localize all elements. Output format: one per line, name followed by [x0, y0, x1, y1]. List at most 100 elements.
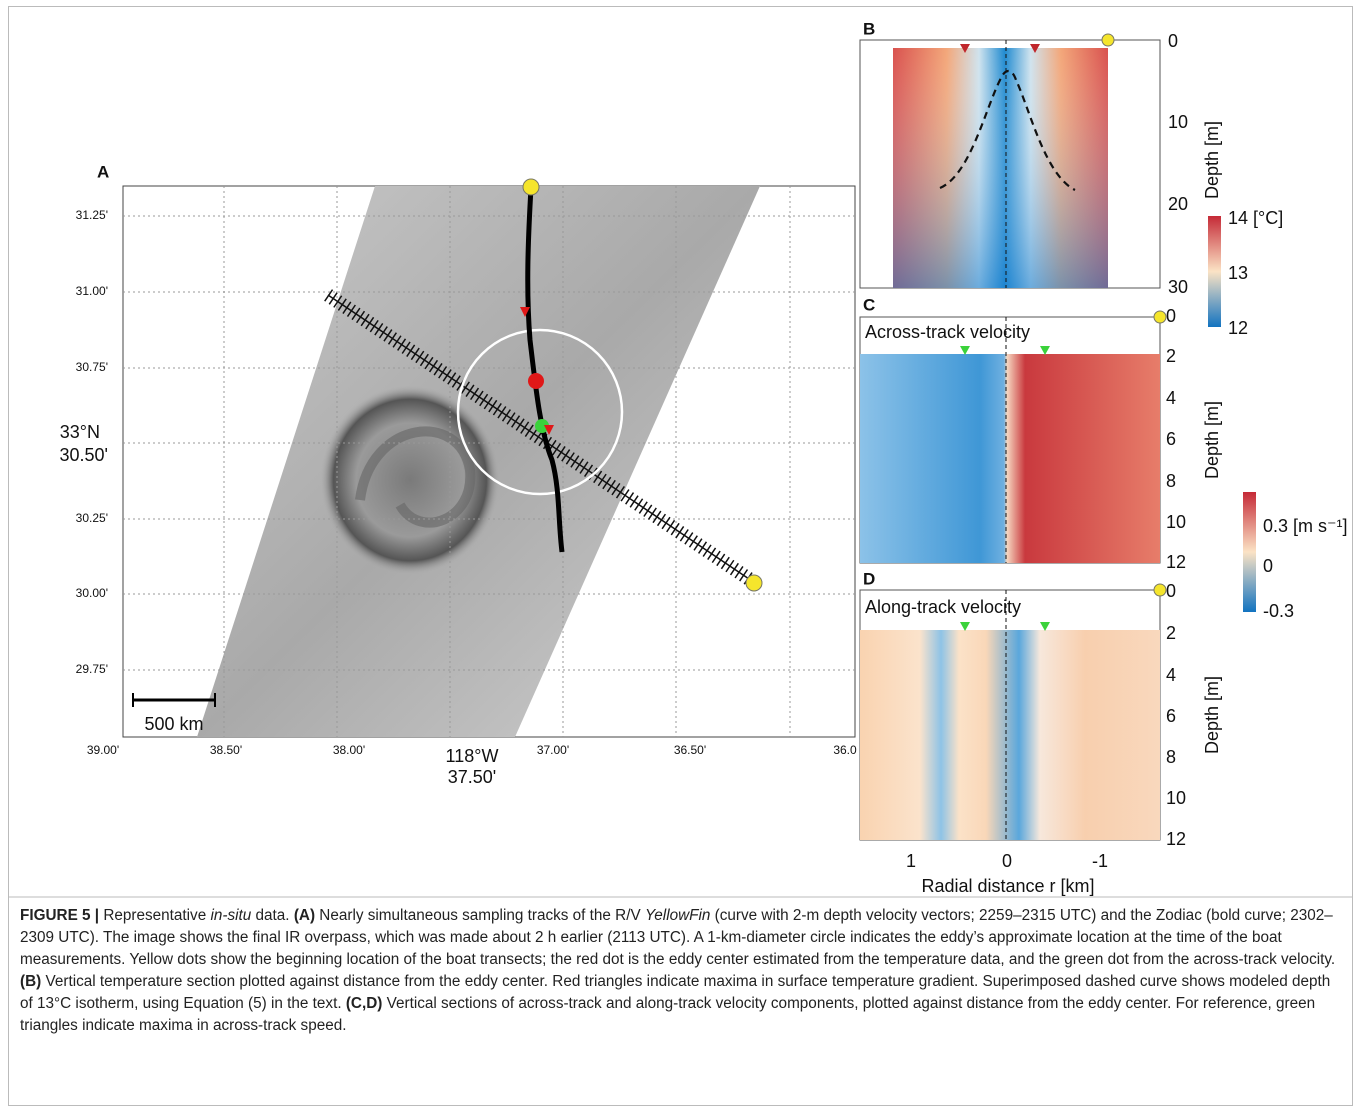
caption-text: (B): [20, 973, 42, 990]
eddy-circle: [456, 328, 624, 496]
start-dot: [1101, 33, 1115, 47]
caption-text: YellowFin: [644, 907, 711, 924]
y-tick-label: 8: [1166, 471, 1176, 491]
caption-text: in-situ: [210, 907, 252, 924]
colorbar-label: 13: [1228, 263, 1248, 283]
y-axis-label: 33°N: [60, 422, 100, 442]
panel-label: C: [863, 295, 875, 314]
red-dot: [528, 373, 544, 389]
y-axis-label: Depth [m]: [1202, 121, 1222, 199]
y-tick-label: 0: [1166, 581, 1176, 601]
panel-label: A: [97, 162, 109, 181]
panel-title: Across-track velocity: [865, 322, 1030, 342]
caption-text: Vertical sections of across-track and al…: [20, 995, 1316, 1034]
scale-label: 500 km: [144, 714, 203, 734]
y-tick-label: 20: [1168, 194, 1188, 214]
eddy-image: [320, 385, 500, 575]
map-y-ticks: 31.25' 31.00' 30.75' 30.50' 30.25' 30.00…: [60, 208, 108, 676]
zodiac-track: [525, 187, 565, 553]
y-tick-label: 6: [1166, 429, 1176, 449]
y-tick-label: 31.25': [76, 208, 108, 222]
y-tick-label: 4: [1166, 388, 1176, 408]
across-section: [860, 354, 1160, 563]
x-tick-label: 38.50': [210, 743, 242, 757]
y-tick-label: 10: [1166, 788, 1186, 808]
x-tick-label: 37.00': [537, 743, 569, 757]
y-tick-label: 8: [1166, 747, 1176, 767]
colorbar-label: 12: [1228, 318, 1248, 338]
isotherm-curve: [939, 69, 1076, 191]
eddy-swirl: [355, 426, 476, 528]
colorbar: [1243, 492, 1256, 612]
colorbar: [1208, 216, 1221, 327]
red-triangle: [960, 44, 970, 53]
start-dot: [522, 178, 540, 196]
y-axis-label: Depth [m]: [1202, 676, 1222, 754]
caption-text: Vertical temperature section plotted aga…: [20, 973, 1331, 1012]
y-tick-label: 12: [1166, 552, 1186, 572]
red-triangle: [520, 307, 530, 317]
green-triangle: [960, 346, 970, 355]
start-dot: [1153, 583, 1167, 597]
green-triangle: [1040, 622, 1050, 631]
colorbar-label: 14 [°C]: [1228, 208, 1283, 228]
y-tick-label: 30.75': [76, 360, 108, 374]
red-triangle: [1030, 44, 1040, 53]
y-tick-label: 10: [1166, 512, 1186, 532]
red-triangle: [544, 425, 554, 435]
colorbar-label: 0.3 [m s⁻¹]: [1263, 516, 1348, 536]
y-tick-label: 10: [1168, 112, 1188, 132]
colorbar-label: -0.3: [1263, 601, 1294, 621]
green-triangle: [1040, 346, 1050, 355]
d-y-ticks: 0 2 4 6 8 10 12: [1166, 581, 1186, 849]
y-tick-label: 0: [1168, 31, 1178, 51]
panel-title: Along-track velocity: [865, 597, 1021, 617]
temperature-shade: [893, 48, 1108, 288]
x-tick-label: 36.0: [833, 743, 857, 757]
y-tick-label: 2: [1166, 623, 1176, 643]
x-tick-label: -1: [1092, 851, 1108, 871]
y-tick-label: 0: [1166, 306, 1176, 326]
yellowfin-track: [327, 294, 756, 584]
caption-text: Nearly simultaneous sampling tracks of t…: [315, 907, 645, 924]
figure-frame: [8, 6, 1353, 1106]
caption-text: Representative: [99, 907, 211, 924]
y-tick-label: 30.25': [76, 511, 108, 525]
caption: FIGURE 5 | Representative in-situ data. …: [20, 905, 1340, 1037]
caption-text: (A): [293, 907, 316, 924]
y-tick-label: 6: [1166, 706, 1176, 726]
green-triangle: [960, 622, 970, 631]
caption-text: (curve with 2-m depth velocity vectors; …: [20, 907, 1336, 968]
caption-text: (C,D): [345, 995, 383, 1012]
along-section: [860, 630, 1160, 840]
x-tick-label: 1: [906, 851, 916, 871]
y-tick-label: 2: [1166, 346, 1176, 366]
start-dot: [745, 574, 763, 592]
x-axis-label: Radial distance r [km]: [921, 876, 1094, 896]
y-tick-label: 29.75': [76, 662, 108, 676]
x-axis-label: 118°W: [446, 746, 499, 766]
caption-text: FIGURE 5 |: [20, 907, 100, 924]
caption-text: data.: [251, 907, 294, 924]
y-tick-label: 30.50': [60, 445, 108, 465]
map-grid: [123, 186, 855, 737]
y-tick-label: 12: [1166, 829, 1186, 849]
x-tick-label: 37.50': [448, 767, 496, 787]
start-dot: [1153, 310, 1167, 324]
colorbar-label: 0: [1263, 556, 1273, 576]
y-tick-label: 30.00': [76, 586, 108, 600]
c-y-ticks: 0 2 4 6 8 10 12: [1166, 306, 1186, 572]
panel-label: D: [863, 569, 875, 588]
x-tick-label: 38.00': [333, 743, 365, 757]
y-tick-label: 30: [1168, 277, 1188, 297]
y-tick-label: 31.00': [76, 284, 108, 298]
figure: A 500 km 39.00' 38.50' 38.00' 37.50' 37.…: [8, 19, 1353, 898]
y-tick-label: 4: [1166, 665, 1176, 685]
green-dot: [535, 419, 549, 433]
map-x-ticks: 39.00' 38.50' 38.00' 37.50' 37.00' 36.50…: [87, 743, 857, 787]
y-axis-label: Depth [m]: [1202, 401, 1222, 479]
x-tick-label: 39.00': [87, 743, 119, 757]
x-tick-label: 0: [1002, 851, 1012, 871]
x-tick-label: 36.50': [674, 743, 706, 757]
panel-label: B: [863, 19, 875, 38]
